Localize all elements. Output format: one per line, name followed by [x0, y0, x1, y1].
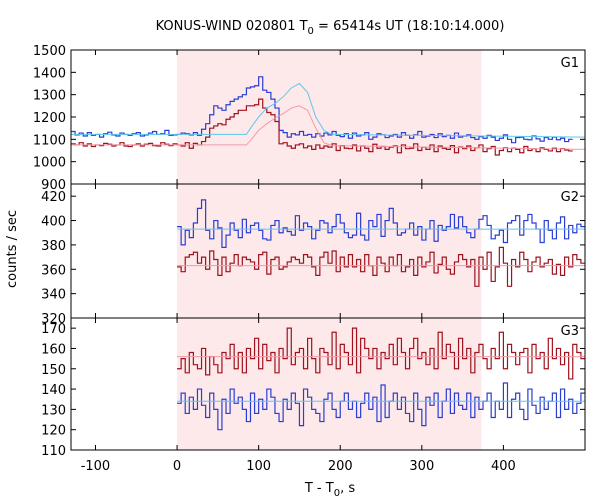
y-tick-label: 120	[41, 424, 66, 439]
x-tick-label: -100	[81, 459, 111, 474]
series-blue-line-g3	[177, 382, 585, 431]
y-tick-label: 160	[41, 342, 66, 357]
panel-g1: 900 1000 1100 1200 1300 1400 1500 G1	[33, 44, 586, 193]
y-tick-label: 320	[41, 312, 66, 327]
panel-g3: 110 120 130 140 150 160 170 G3	[41, 317, 586, 459]
y-tick-label: 1500	[33, 44, 66, 59]
x-axis-label: T - T0, s	[304, 481, 355, 499]
y-tick-label: 1300	[33, 89, 66, 104]
fit-red-fit-g1	[71, 105, 585, 150]
panel-frame	[70, 317, 586, 451]
y-tick-label: 140	[41, 383, 66, 398]
y-tick-label: 900	[41, 178, 66, 193]
x-tick-label: 300	[409, 459, 434, 474]
y-tick-label: 360	[41, 263, 66, 278]
y-tick-label: 150	[41, 363, 66, 378]
y-tick-label: 380	[41, 239, 66, 254]
series-red-line-g1	[71, 98, 573, 156]
shaded-interval	[177, 184, 482, 318]
x-tick-label: 200	[328, 459, 353, 474]
series-blue-line-g2	[177, 199, 585, 248]
shaded-interval	[177, 318, 482, 450]
series-red-line-g3	[177, 327, 585, 380]
panel-label: G2	[561, 190, 579, 205]
x-axis: -100 0 100 200 300 400	[81, 459, 516, 474]
y-tick-label: 1400	[33, 66, 66, 81]
y-tick-label: 1200	[33, 111, 66, 126]
y-axis-label: counts / sec	[5, 210, 20, 288]
y-tick-label: 1000	[33, 156, 66, 171]
y-tick-label: 400	[41, 215, 66, 230]
panel-g2: 320 340 360 380 400 420 G2	[41, 183, 586, 327]
x-tick-label: 0	[173, 459, 181, 474]
y-tick-label: 1100	[33, 133, 66, 148]
chart-title: KONUS-WIND 020801 T0 = 65414s UT (18:10:…	[156, 19, 505, 37]
y-tick-label: 340	[41, 288, 66, 303]
series-blue-line-g1	[71, 76, 573, 144]
panel-label: G1	[561, 56, 579, 71]
x-tick-label: 100	[246, 459, 271, 474]
x-tick-label: 400	[491, 459, 516, 474]
fit-blue-fit-g1	[71, 82, 585, 138]
shaded-interval	[177, 50, 482, 184]
y-tick-label: 130	[41, 403, 66, 418]
y-tick-label: 170	[41, 322, 66, 337]
panel-label: G3	[561, 324, 579, 339]
y-tick-label: 420	[41, 190, 66, 205]
y-tick-label: 110	[41, 444, 66, 459]
